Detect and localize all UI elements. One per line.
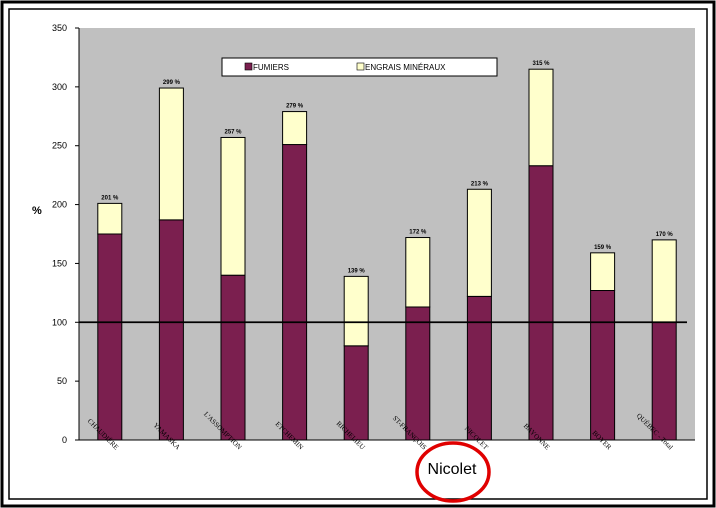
bar-segment-fumiers-7 <box>528 165 554 441</box>
annotation-circle <box>415 441 491 503</box>
legend-swatch-engrais <box>356 62 365 71</box>
total-labels: 201 % 299 % 257 % 279 % 139 % 172 % 213 % 315 %… <box>101 61 673 274</box>
bar-segment-fumiers-0 <box>97 233 123 441</box>
bar-segment-fumiers-9 <box>651 321 677 441</box>
y-tick-label: 350 <box>52 23 67 33</box>
y-tick-label: 150 <box>52 258 67 268</box>
bars <box>97 68 677 441</box>
bar-segment-fumiers-4 <box>343 345 369 441</box>
bar-segment-engrais-2 <box>220 136 246 276</box>
legend-label-fumiers: FUMIERS <box>253 63 289 72</box>
bar-segment-engrais-1 <box>158 87 184 221</box>
y-tick-label: 300 <box>52 82 67 92</box>
bar-segment-engrais-6 <box>466 188 492 297</box>
total-label-0: 201 % <box>101 195 119 201</box>
total-label-8: 159 % <box>594 245 612 251</box>
bar-segment-engrais-0 <box>97 202 123 235</box>
legend-label-engrais: ENGRAIS MINÉRAUX <box>365 63 446 72</box>
bar-segment-fumiers-5 <box>405 306 431 441</box>
y-ticks: 0 50 100 150 200 250 300 350 <box>52 23 79 445</box>
bar-segment-engrais-3 <box>282 111 308 146</box>
total-label-9: 170 % <box>656 232 674 238</box>
y-tick-label: 200 <box>52 200 67 210</box>
legend-swatch-fumiers <box>244 62 253 71</box>
bar-segment-fumiers-6 <box>466 295 492 441</box>
bar-segment-engrais-5 <box>405 237 431 308</box>
y-tick-label: 250 <box>52 141 67 151</box>
total-label-6: 213 % <box>471 181 489 187</box>
y-tick-label: 50 <box>57 376 67 386</box>
total-label-7: 315 % <box>532 61 550 67</box>
annotation-nicolet: Nicolet <box>428 461 477 478</box>
total-label-5: 172 % <box>409 230 427 236</box>
bar-segment-engrais-9 <box>651 239 677 323</box>
bar-segment-fumiers-3 <box>282 144 308 441</box>
bar-segment-engrais-7 <box>528 68 554 167</box>
y-tick-label: 0 <box>62 435 67 445</box>
total-label-3: 279 % <box>286 104 304 110</box>
bar-segment-engrais-4 <box>343 275 369 347</box>
inner-border <box>8 8 708 500</box>
bar-segment-fumiers-8 <box>590 290 616 441</box>
bar-segment-fumiers-2 <box>220 274 246 441</box>
bar-segment-fumiers-1 <box>158 219 184 441</box>
total-label-2: 257 % <box>224 129 242 135</box>
y-axis-label: % <box>32 205 42 217</box>
total-label-4: 139 % <box>348 268 366 274</box>
total-label-1: 299 % <box>163 80 181 86</box>
y-tick-label: 100 <box>52 317 67 327</box>
bar-segment-engrais-8 <box>590 252 616 292</box>
legend: FUMIERS ENGRAIS MINÉRAUX <box>221 57 498 77</box>
